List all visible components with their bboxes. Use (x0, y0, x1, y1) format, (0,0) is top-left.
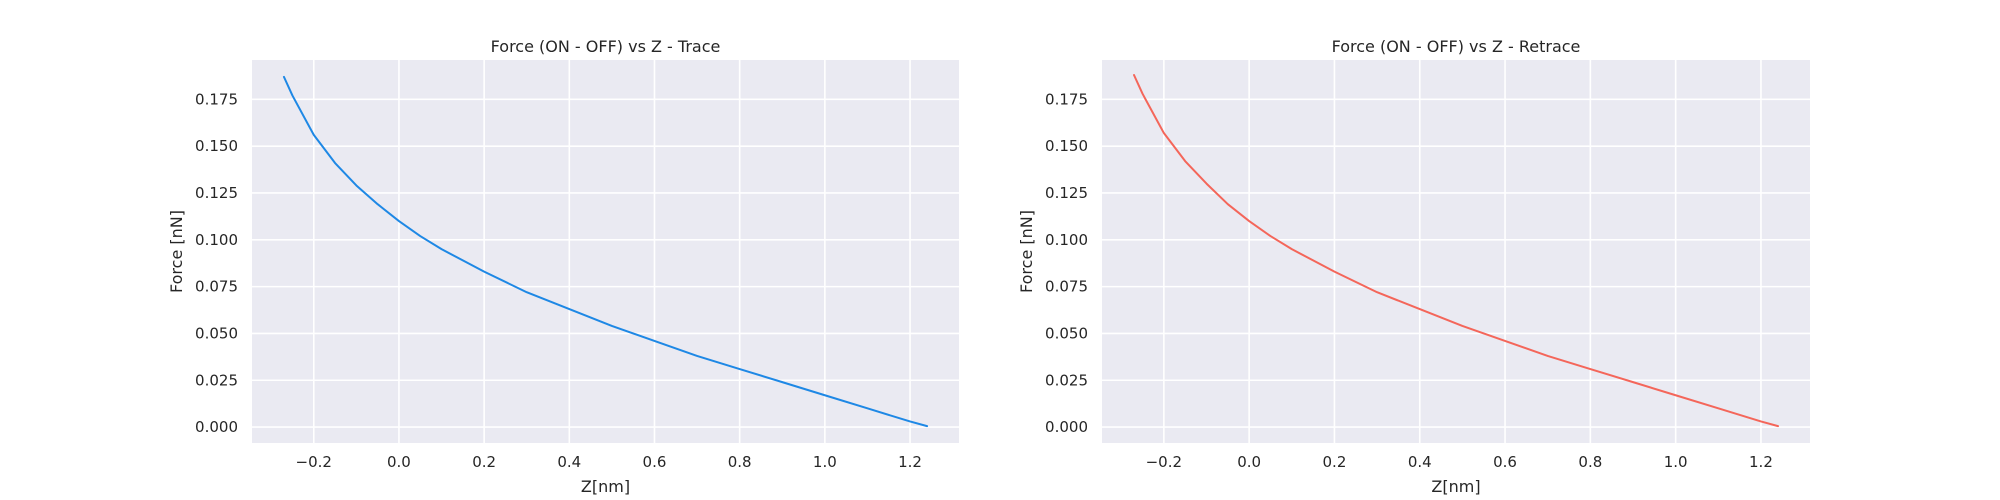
chart-title: Force (ON - OFF) vs Z - Trace (491, 37, 721, 56)
x-tick-label: 0.8 (728, 453, 752, 471)
y-tick-label: 0.050 (1045, 324, 1088, 342)
y-axis-label: Force [nN] (1017, 210, 1036, 293)
plot-area (1102, 60, 1810, 443)
x-tick-label: 0.6 (643, 453, 667, 471)
y-tick-label: 0.125 (195, 184, 238, 202)
y-tick-label: 0.000 (195, 418, 238, 436)
x-axis-label: Z[nm] (1431, 477, 1480, 496)
x-tick-label: 0.4 (557, 453, 581, 471)
x-tick-label: 0.2 (472, 453, 496, 471)
chart-title: Force (ON - OFF) vs Z - Retrace (1332, 37, 1581, 56)
y-tick-label: 0.075 (1045, 278, 1088, 296)
plot-area (252, 60, 959, 443)
x-tick-label: −0.2 (296, 453, 332, 471)
x-tick-label: −0.2 (1146, 453, 1182, 471)
x-tick-label: 1.0 (1664, 453, 1688, 471)
x-tick-label: 1.2 (898, 453, 922, 471)
series-layer (282, 75, 929, 428)
y-tick-label: 0.100 (195, 231, 238, 249)
x-tick-label: 0.8 (1578, 453, 1602, 471)
chart-panel-trace: −0.2 0.0 0.2 0.4 0.6 0.8 1.0 1.2 0.000 0.025 0.05… (167, 37, 959, 496)
y-tick-labels: 0.000 0.025 0.050 0.075 0.100 0.125 0.150 0.175 (195, 90, 238, 436)
x-tick-label: 0.6 (1493, 453, 1517, 471)
x-tick-label: 1.0 (813, 453, 837, 471)
y-tick-label: 0.075 (195, 278, 238, 296)
grid-lines (252, 60, 959, 443)
y-axis-label: Force [nN] (167, 210, 186, 293)
series-layer (1132, 73, 1780, 428)
x-tick-label: 0.0 (387, 453, 411, 471)
x-axis-label: Z[nm] (581, 477, 630, 496)
chart-panel-retrace: −0.2 0.0 0.2 0.4 0.6 0.8 1.0 1.2 0.000 0.025 0.05… (1017, 37, 1810, 496)
series-line (1132, 73, 1780, 428)
y-tick-label: 0.000 (1045, 418, 1088, 436)
x-tick-label: 0.0 (1237, 453, 1261, 471)
series-line (282, 75, 929, 428)
y-tick-label: 0.150 (195, 137, 238, 155)
y-tick-label: 0.175 (195, 90, 238, 108)
x-tick-label: 0.2 (1323, 453, 1347, 471)
y-tick-label: 0.100 (1045, 231, 1088, 249)
y-tick-label: 0.050 (195, 324, 238, 342)
grid-lines (1102, 60, 1810, 443)
x-tick-label: 1.2 (1749, 453, 1773, 471)
y-tick-label: 0.150 (1045, 137, 1088, 155)
y-tick-label: 0.025 (195, 371, 238, 389)
x-tick-labels: −0.2 0.0 0.2 0.4 0.6 0.8 1.0 1.2 (1146, 453, 1773, 471)
y-tick-label: 0.175 (1045, 90, 1088, 108)
y-tick-label: 0.125 (1045, 184, 1088, 202)
y-tick-label: 0.025 (1045, 371, 1088, 389)
x-tick-labels: −0.2 0.0 0.2 0.4 0.6 0.8 1.0 1.2 (296, 453, 922, 471)
x-tick-label: 0.4 (1408, 453, 1432, 471)
y-tick-labels: 0.000 0.025 0.050 0.075 0.100 0.125 0.150 0.175 (1045, 90, 1088, 436)
